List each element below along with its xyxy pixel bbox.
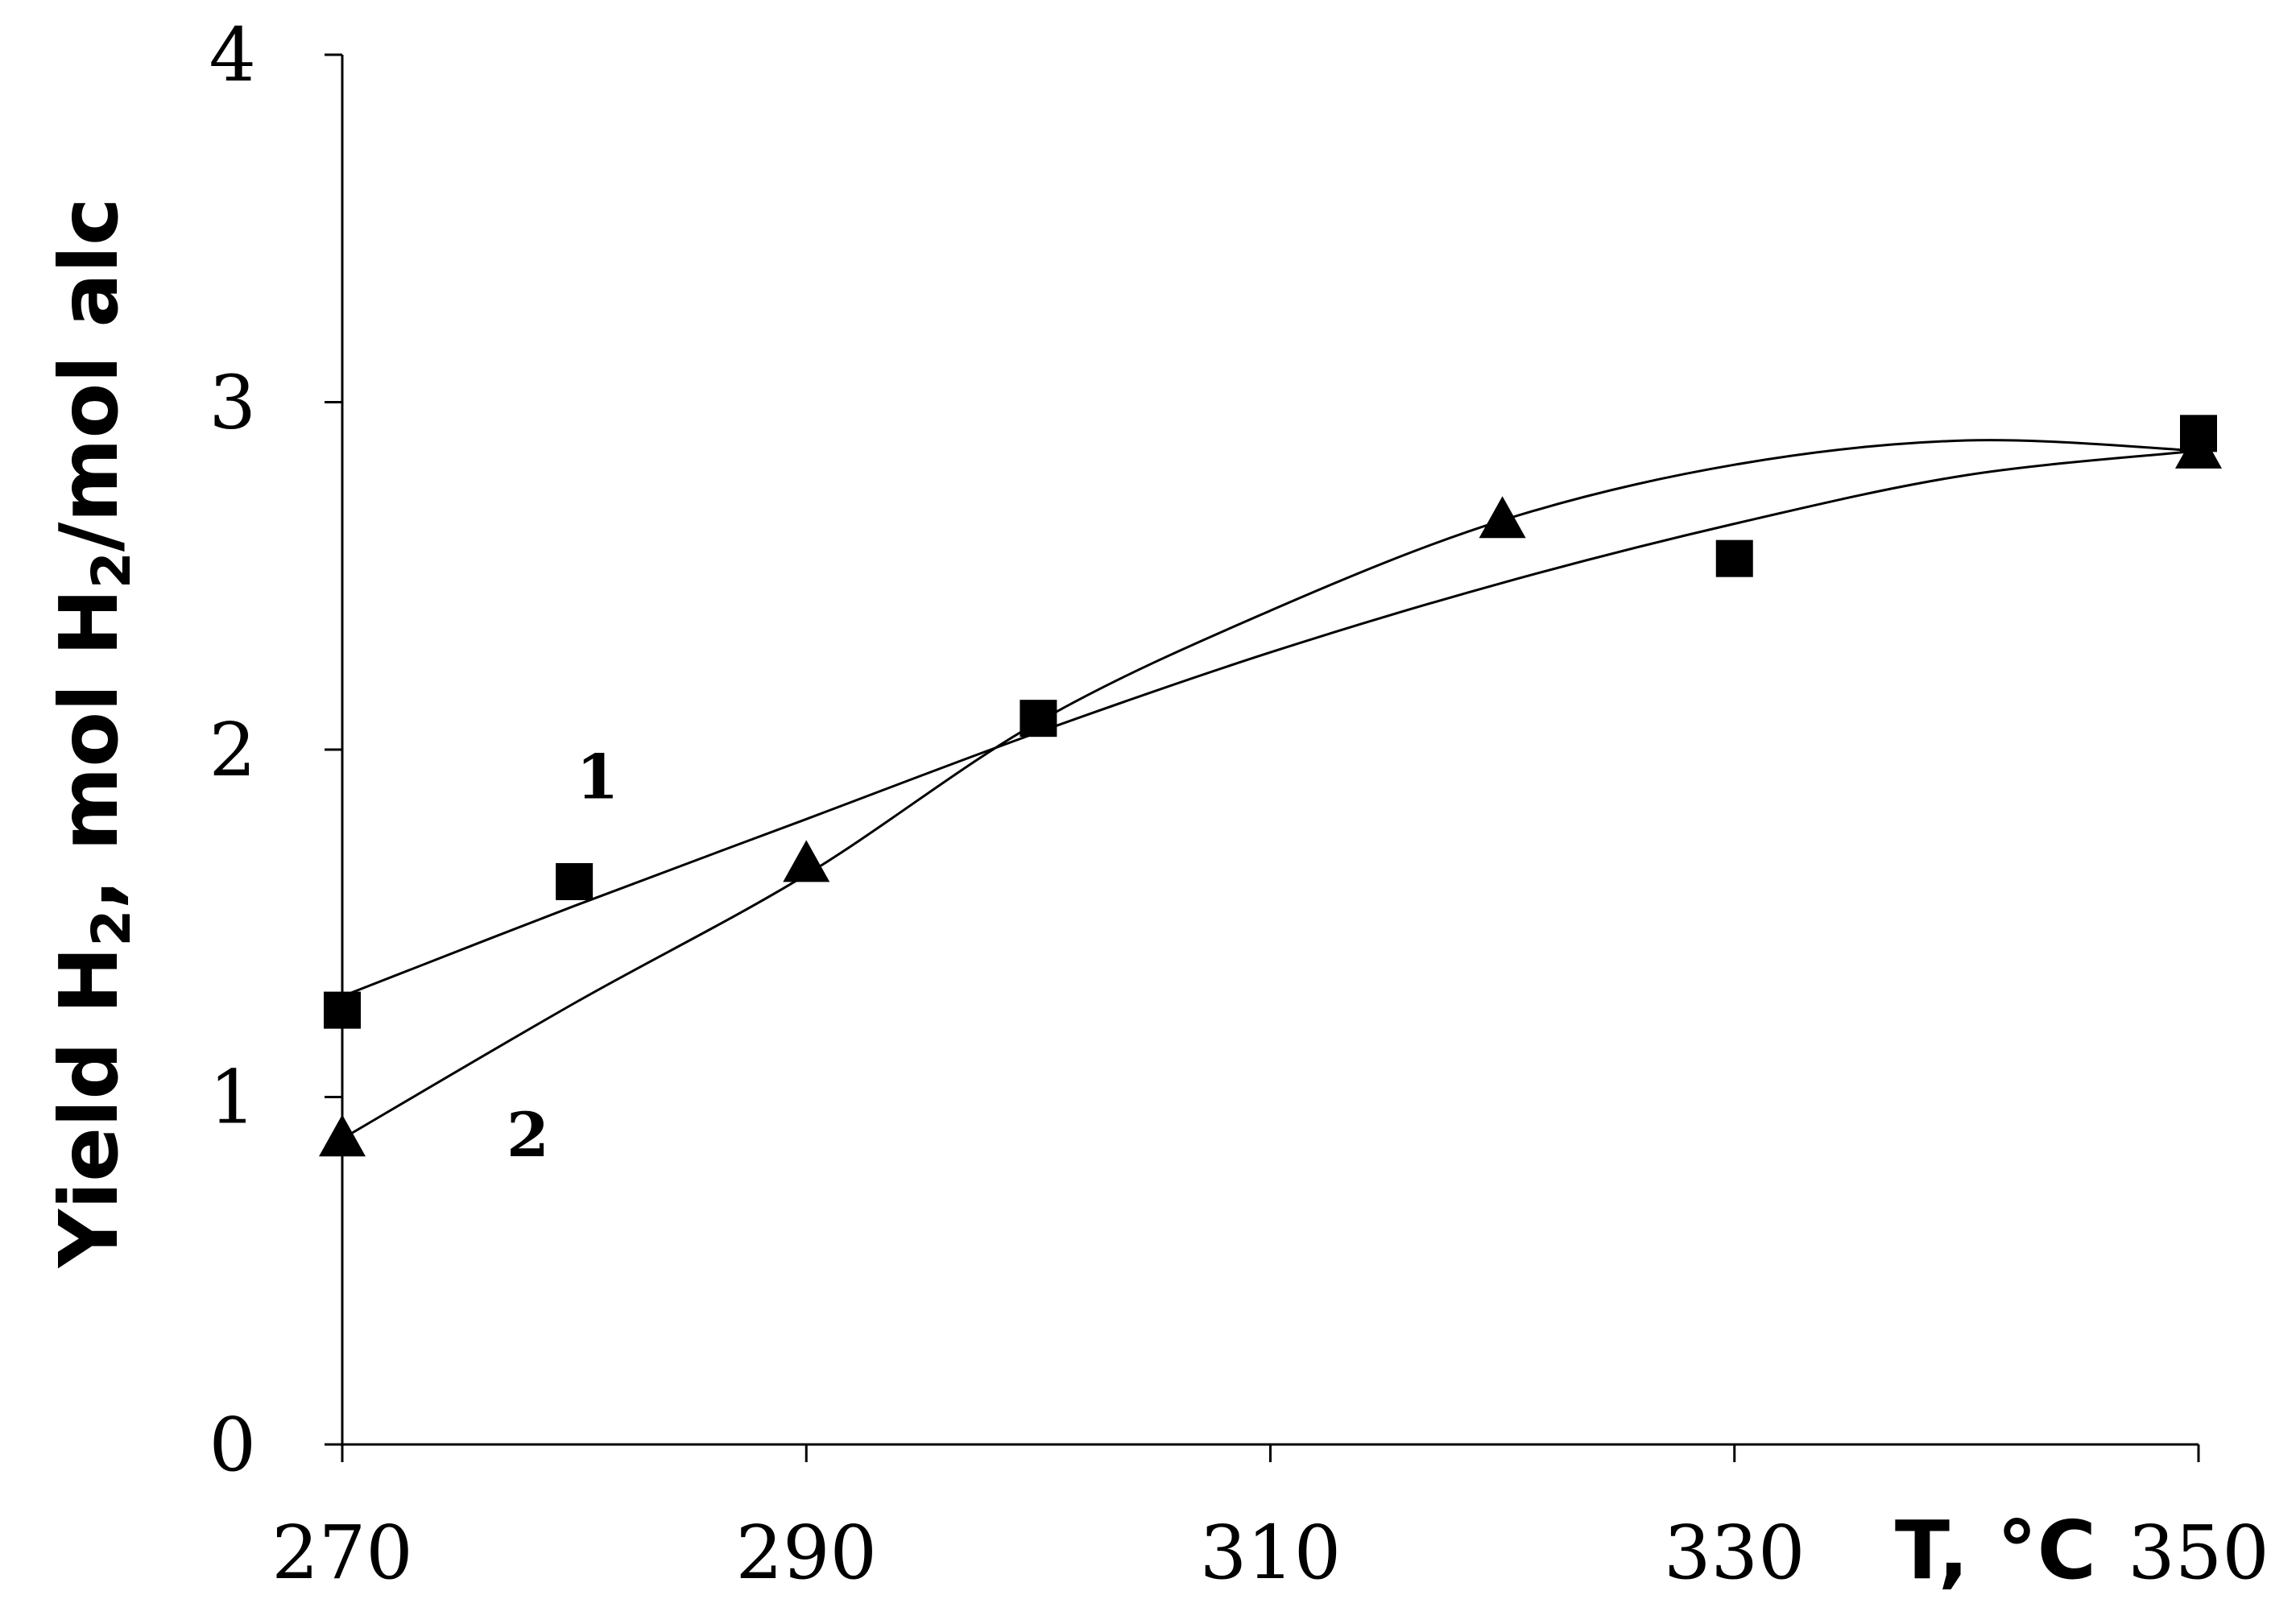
data-markers <box>319 415 2222 1157</box>
fit-curve-series-2 <box>341 439 2199 1140</box>
y-axis-title-sub2: 2 <box>81 552 143 589</box>
y-axis-title-part3: /mol alc <box>42 198 136 552</box>
x-tick-label: 310 <box>1200 1510 1342 1596</box>
x-tick-label: 270 <box>271 1510 413 1596</box>
x-axis-title: T, °C <box>1895 1503 2096 1597</box>
y-tick-label: 1 <box>209 1055 256 1141</box>
x-tick-label: 350 <box>2128 1510 2269 1596</box>
x-tick-label: 290 <box>735 1510 877 1596</box>
data-point-triangle <box>783 840 830 882</box>
y-tick-label: 0 <box>209 1402 256 1488</box>
labels: 12 <box>507 742 618 1171</box>
data-point-square <box>556 862 594 900</box>
data-point-square <box>1715 539 1753 577</box>
y-tick-label: 2 <box>209 707 256 793</box>
data-point-square <box>324 991 361 1029</box>
y-tick-label: 4 <box>209 12 256 98</box>
y-axis-title: Yield H2, mol H2/mol alc <box>42 198 143 1269</box>
fit-curves <box>341 439 2199 1140</box>
data-point-triangle <box>2175 426 2222 469</box>
x-tick-label: 330 <box>1664 1510 1806 1596</box>
y-axis-title-sub1: 2 <box>81 910 143 947</box>
y-axis-title-part2: , mol H <box>42 589 136 910</box>
fit-curve-series-1 <box>341 449 2199 998</box>
series-label-2: 2 <box>507 1099 549 1171</box>
data-point-triangle <box>319 1114 366 1157</box>
y-tick-label: 3 <box>209 360 256 446</box>
y-axis-title-part1: Yield H <box>42 947 136 1269</box>
data-point-triangle <box>1479 496 1526 539</box>
data-point-square <box>1020 700 1057 738</box>
series-label-1: 1 <box>576 742 618 813</box>
